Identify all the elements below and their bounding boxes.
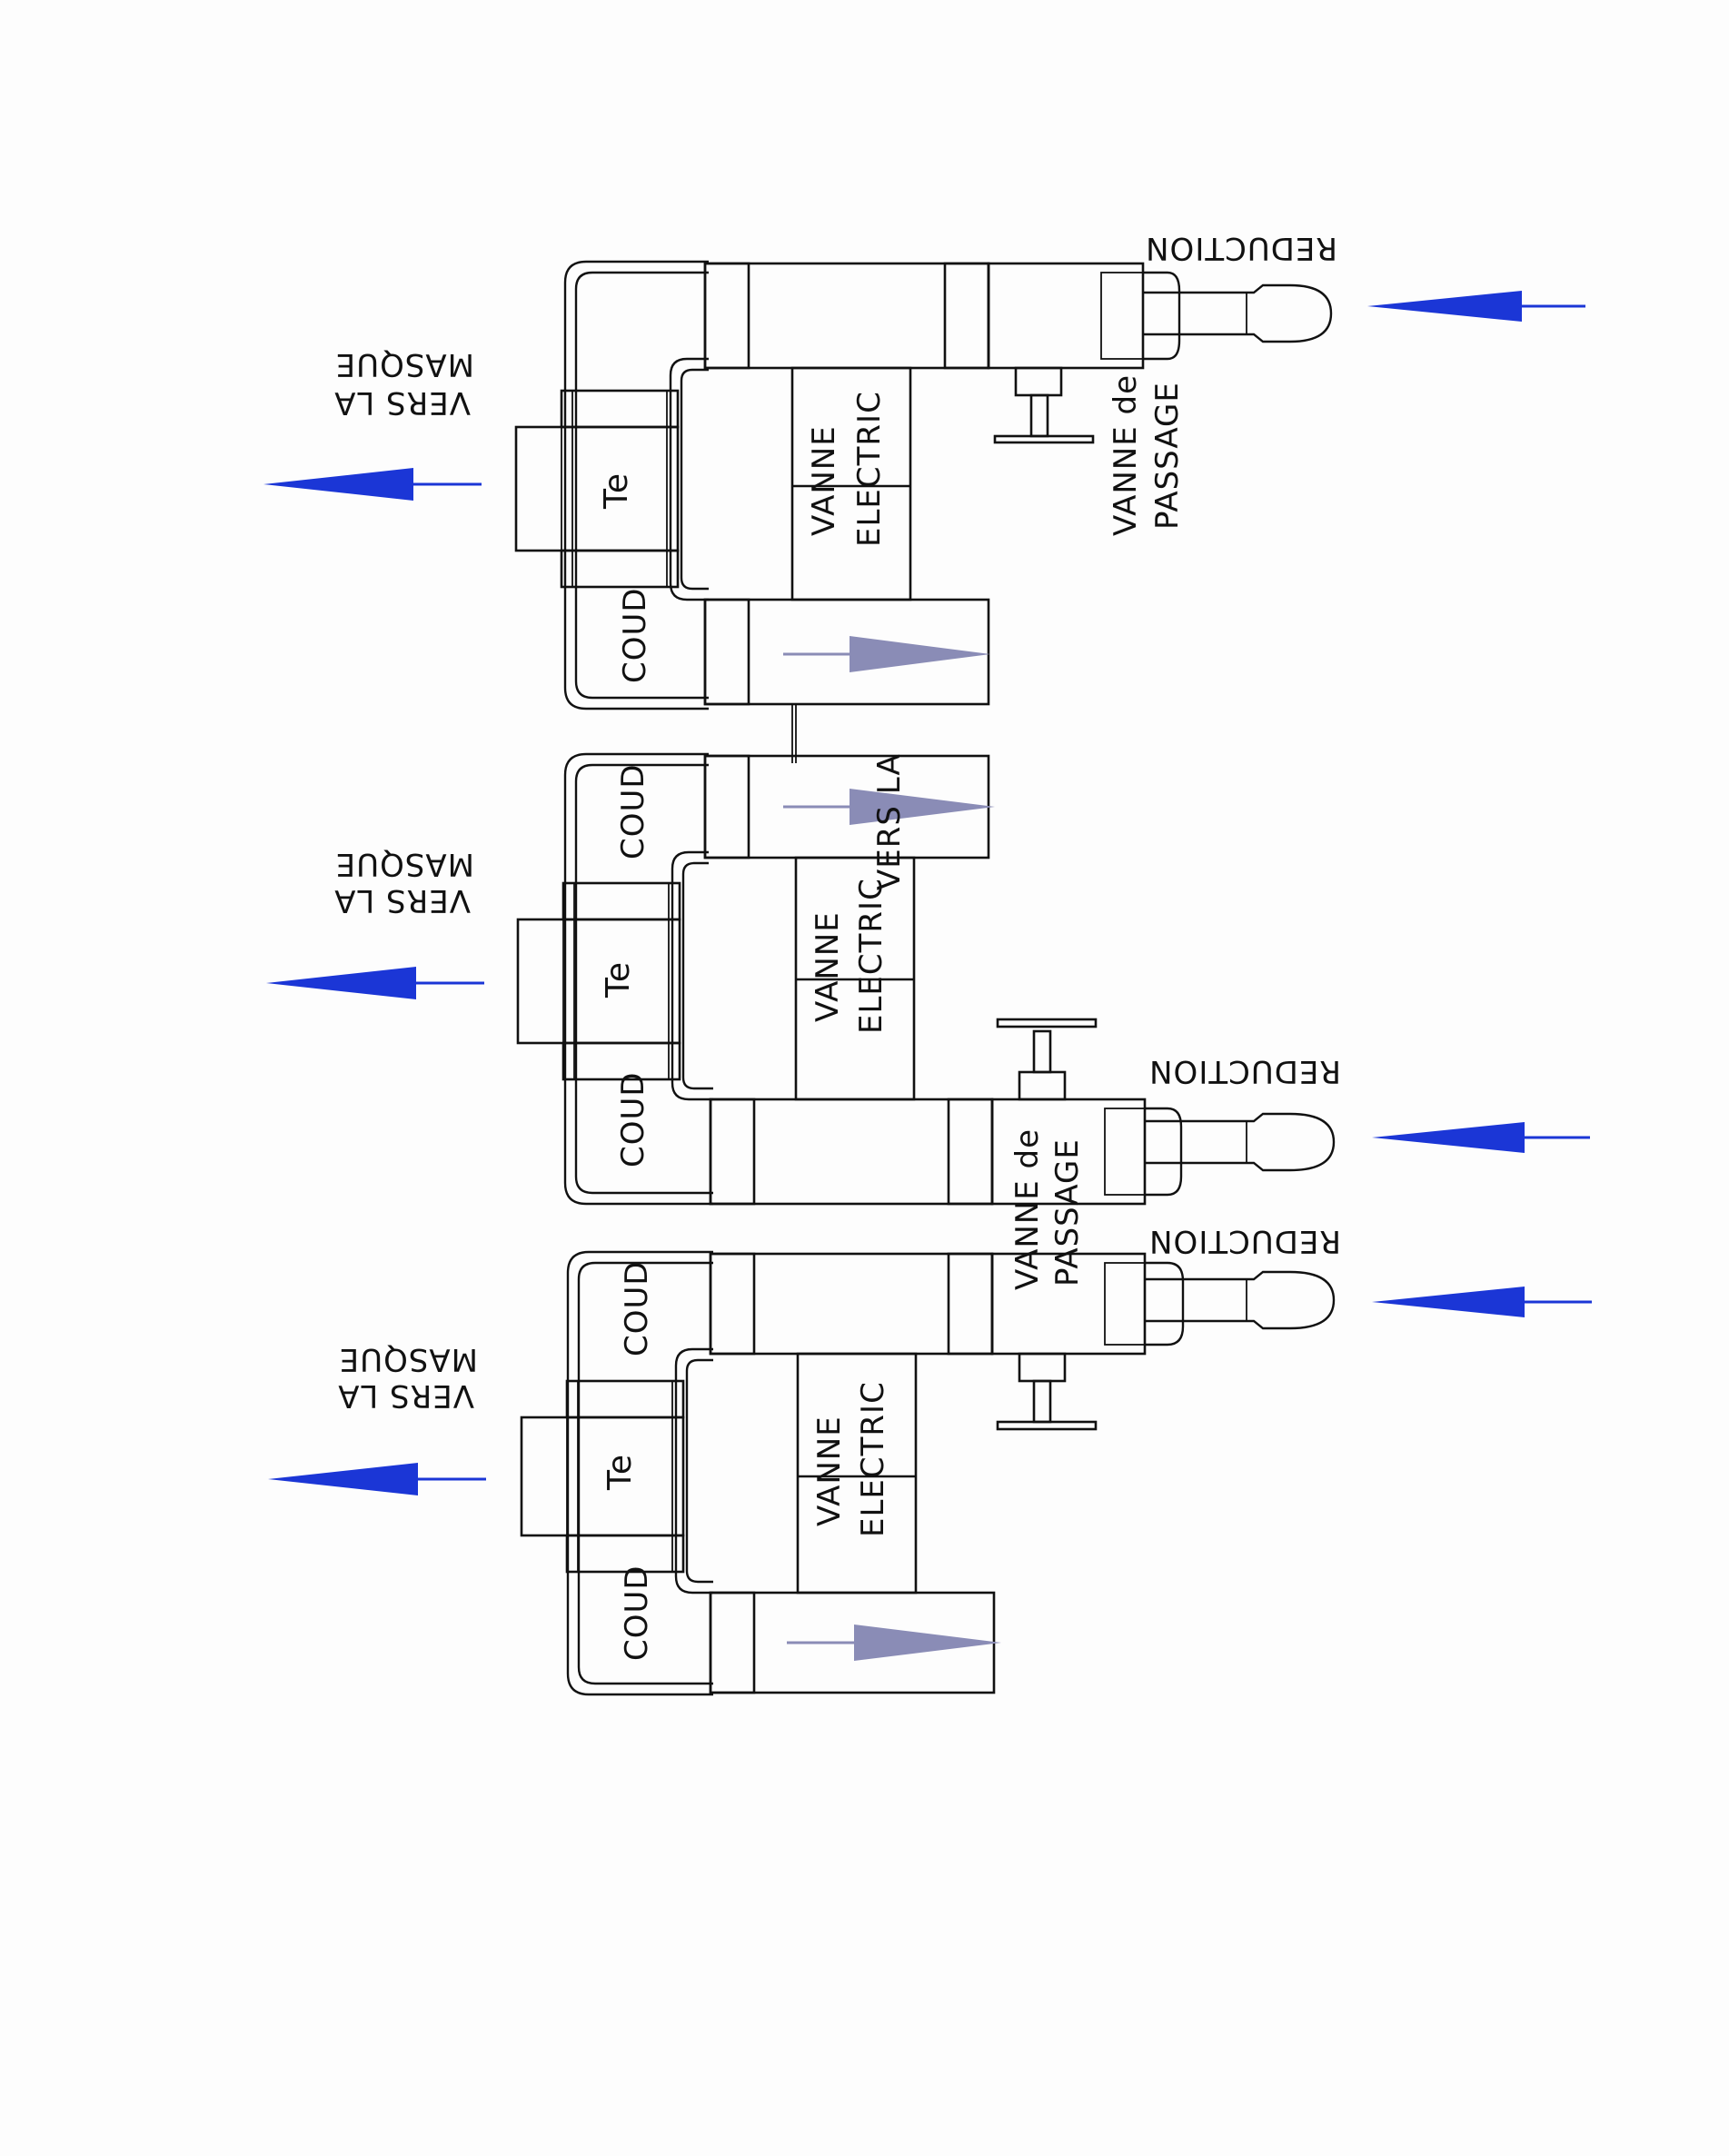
electric-valve-label: ELECTRIC	[853, 878, 889, 1034]
te-label: Te	[601, 1454, 639, 1491]
reduction-label: REDUCTION	[1148, 1223, 1341, 1259]
electric-valve-label: ELECTRIC	[851, 391, 888, 547]
outlet-label: VERS LA	[333, 882, 471, 919]
te-fitting-1	[514, 425, 680, 552]
reduction-label: REDUCTION	[1145, 230, 1337, 266]
electric-valve-label: ELECTRIC	[855, 1381, 891, 1537]
unit-1	[514, 260, 1333, 763]
reduction-label: REDUCTION	[1148, 1053, 1341, 1089]
electric-valve-label: VANNE	[810, 911, 846, 1022]
coud-label: COUD	[615, 1071, 651, 1167]
outlet-label: MASQUE	[335, 346, 474, 383]
te-label: Te	[600, 961, 637, 999]
left-arrow-icon	[268, 1463, 486, 1495]
left-arrow-icon	[263, 468, 482, 501]
outlet-label: MASQUE	[335, 846, 474, 882]
outlet-label: VERS LA	[337, 1377, 474, 1414]
coud-label: COUD	[619, 1565, 655, 1661]
left-arrow-icon	[1372, 1287, 1592, 1317]
te-fitting-2	[516, 918, 681, 1045]
pipe-segment-2b	[709, 1098, 994, 1206]
outlet-label: VERS LA	[333, 384, 471, 421]
outlet-label: VERS LA	[871, 753, 908, 890]
electric-valve-label: VANNE	[806, 425, 842, 536]
te-label: Te	[598, 472, 635, 510]
pipe-segment-3a	[709, 1252, 994, 1356]
left-arrow-icon	[1367, 291, 1585, 322]
passage-valve-label: VANNE de	[1009, 1128, 1046, 1290]
coud-label: COUD	[615, 763, 651, 859]
unit-3	[520, 1250, 1336, 1696]
flow-arrow-icon	[787, 1624, 1001, 1661]
unit-2	[516, 752, 1336, 1206]
outlet-label: MASQUE	[339, 1341, 478, 1377]
left-arrow-icon	[266, 967, 484, 999]
passage-valve-label: VANNE de	[1108, 374, 1144, 536]
passage-valve-label: PASSAGE	[1049, 1138, 1086, 1287]
flow-arrow-icon	[783, 789, 995, 825]
coud-label: COUD	[617, 587, 653, 683]
electric-valve-label: VANNE	[811, 1416, 848, 1526]
left-arrow-icon	[1372, 1122, 1590, 1153]
passage-valve-label: PASSAGE	[1149, 382, 1186, 530]
flow-arrow-icon	[783, 636, 990, 672]
coud-label: COUD	[619, 1260, 655, 1356]
